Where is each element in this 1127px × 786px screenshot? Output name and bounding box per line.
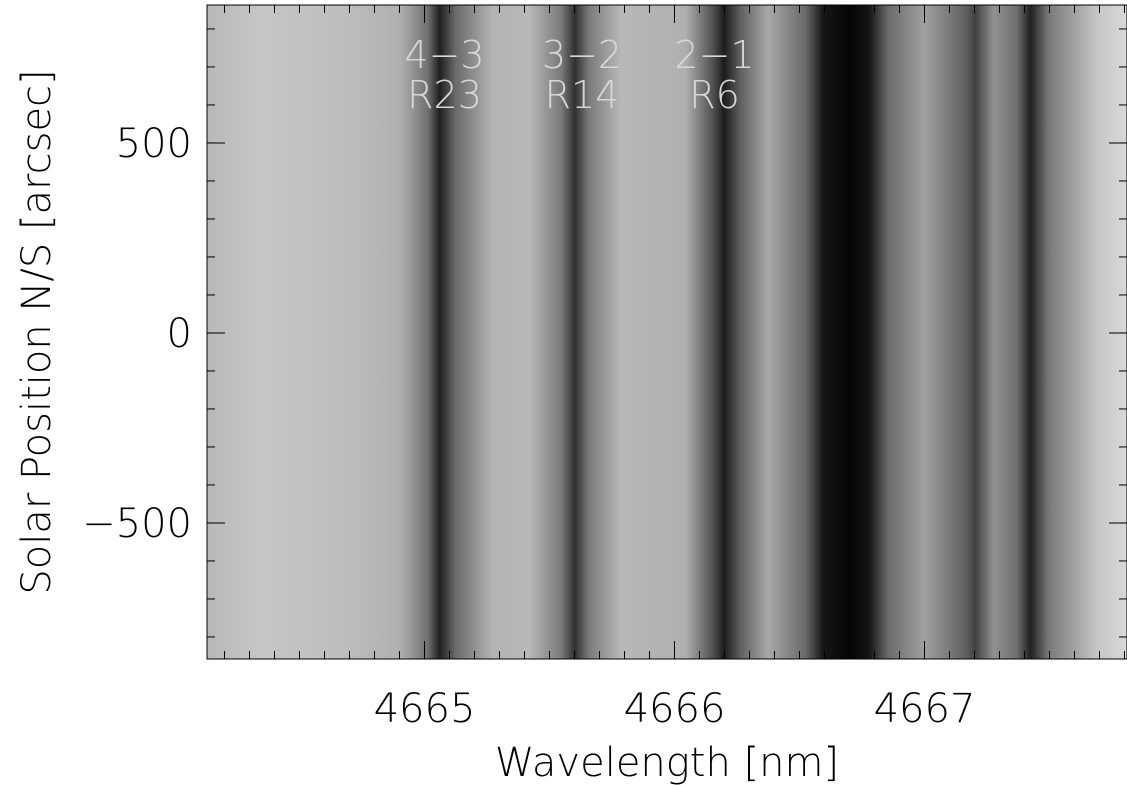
y-tick-label: −500 [82,501,192,547]
x-tick-label: 4665 [374,686,476,732]
y-tick-label: 500 [116,121,192,167]
line-annotation: 2−1 [674,33,754,77]
x-tick-label: 4666 [624,686,726,732]
x-tick-label: 4667 [874,686,976,732]
x-axis-label: Wavelength [nm] [495,740,839,786]
plot-frame [206,4,1127,660]
y-axis-label: Solar Position N/S [arcsec] [14,69,60,594]
line-annotation: R6 [689,73,740,117]
line-annotation: 4−3 [404,33,484,77]
line-annotation: 3−2 [542,33,622,77]
line-annotation: R23 [407,73,482,117]
y-tick-label: 0 [167,311,192,357]
line-annotation: R14 [545,73,620,117]
spectrogram-image [207,5,1127,659]
